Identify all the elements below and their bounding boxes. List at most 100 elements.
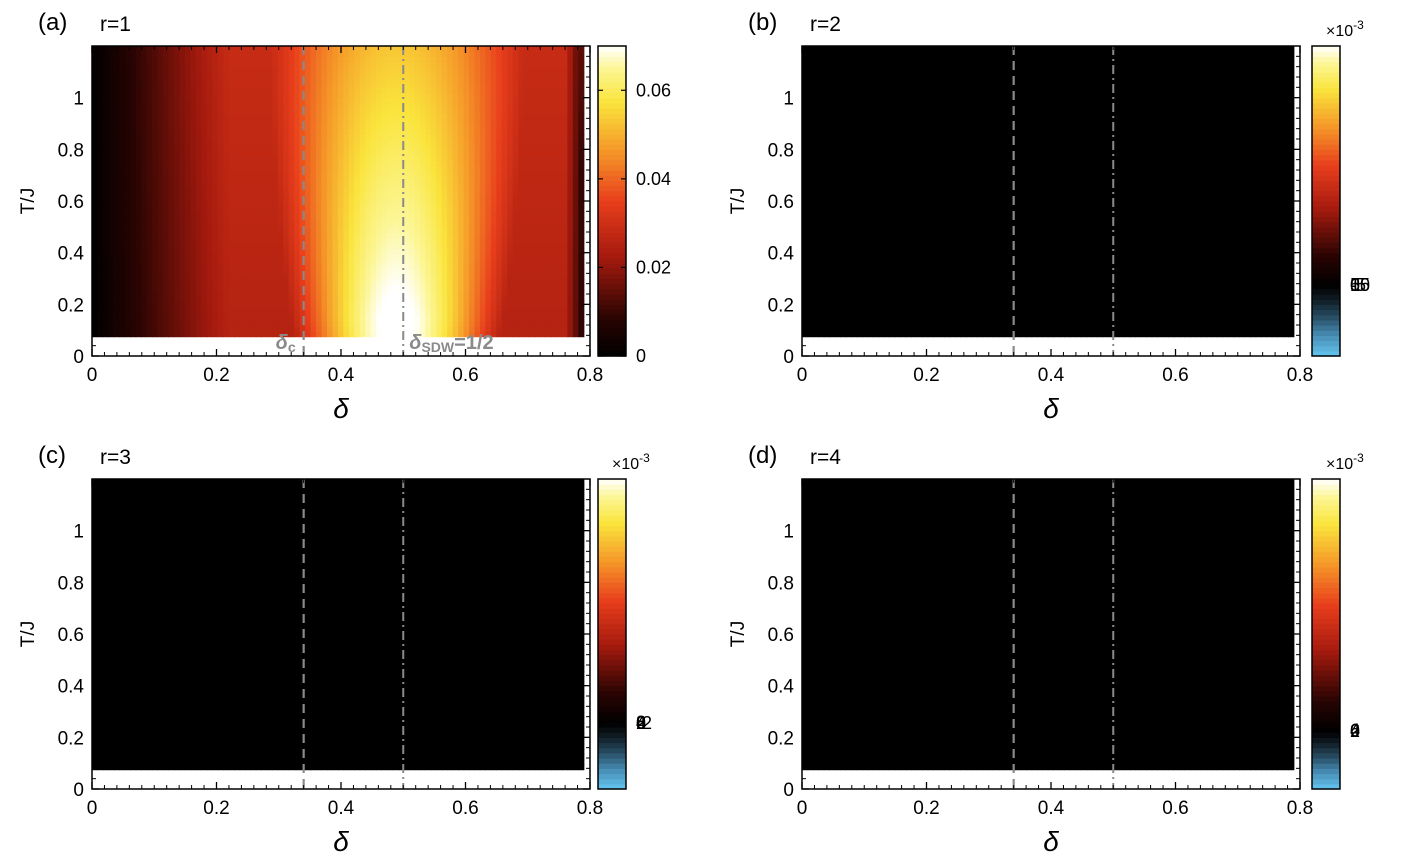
heatmap-cell <box>545 139 552 146</box>
heatmap-cell <box>255 217 262 224</box>
heatmap-cell <box>343 191 350 198</box>
heatmap-cell <box>354 300 361 307</box>
heatmap-cell <box>479 212 487 218</box>
heatmap-cell <box>272 253 279 260</box>
heatmap-cell <box>354 321 361 327</box>
heatmap-cell <box>348 206 355 213</box>
heatmap-cell <box>529 191 536 198</box>
heatmap-cell <box>206 284 213 291</box>
heatmap-cell <box>119 134 126 141</box>
heatmap-cell <box>534 92 541 99</box>
heatmap-cell <box>540 217 547 224</box>
heatmap-cell <box>485 118 492 125</box>
heatmap-cell <box>294 238 301 244</box>
heatmap-cell <box>195 232 202 239</box>
heatmap-cell <box>370 92 377 99</box>
heatmap-cell <box>326 92 334 99</box>
heatmap-cell <box>572 248 579 255</box>
heatmap-cell <box>135 170 142 177</box>
heatmap-cell <box>458 71 465 78</box>
heatmap-cell <box>212 248 219 255</box>
heatmap-cell <box>157 263 164 270</box>
heatmap-cell <box>567 180 574 187</box>
heatmap-cell <box>387 71 394 78</box>
heatmap-cell <box>501 217 508 224</box>
heatmap-cell <box>163 139 170 146</box>
heatmap-cell <box>518 160 525 166</box>
heatmap-cell <box>288 92 295 99</box>
heatmap-cell <box>130 217 137 224</box>
heatmap-cell <box>184 305 191 312</box>
heatmap-cell <box>168 284 175 291</box>
heatmap-cell <box>332 139 339 146</box>
heatmap-cell <box>392 279 399 286</box>
heatmap-cell <box>343 118 350 125</box>
heatmap-cell <box>179 326 186 333</box>
heatmap-cell <box>234 139 241 146</box>
heatmap-cell <box>518 123 525 130</box>
heatmap-cell <box>288 82 295 89</box>
heatmap-cell <box>113 201 120 208</box>
heatmap-cell <box>550 139 558 146</box>
heatmap-cell <box>190 263 197 270</box>
heatmap-cell <box>217 134 224 141</box>
heatmap-cell <box>436 97 443 104</box>
heatmap-cell <box>540 310 547 317</box>
heatmap-cell <box>392 175 399 182</box>
heatmap-cell <box>135 56 142 63</box>
heatmap-cell <box>97 180 104 187</box>
heatmap-cell <box>326 227 334 234</box>
heatmap-cell <box>572 274 579 281</box>
heatmap-cell <box>392 129 399 135</box>
heatmap-cell <box>217 206 224 213</box>
heatmap-cell <box>97 243 104 249</box>
heatmap-cell <box>578 321 585 327</box>
heatmap-cell <box>518 222 525 229</box>
heatmap-cell <box>392 238 399 244</box>
heatmap-cell <box>321 326 328 333</box>
heatmap-cell <box>376 134 383 141</box>
heatmap-cell <box>567 191 574 198</box>
heatmap-cell <box>234 180 241 187</box>
heatmap-cell <box>485 295 492 301</box>
heatmap-cell <box>119 274 126 281</box>
heatmap-cell <box>92 165 99 172</box>
heatmap-cell <box>419 139 426 146</box>
heatmap-cell <box>288 170 295 177</box>
heatmap-cell <box>326 310 334 317</box>
heatmap-cell <box>277 253 284 260</box>
heatmap-cell <box>567 51 574 57</box>
heatmap-cell <box>135 326 142 333</box>
heatmap-cell <box>458 253 465 260</box>
heatmap-cell <box>206 253 213 260</box>
heatmap-cell <box>272 51 279 57</box>
heatmap-cell <box>496 87 503 94</box>
heatmap-cell <box>92 170 99 177</box>
heatmap-cell <box>124 222 131 229</box>
heatmap-cell <box>403 51 410 57</box>
heatmap-cell <box>97 269 104 275</box>
heatmap-cell <box>425 97 432 104</box>
heatmap-cell <box>152 263 159 270</box>
heatmap-cell <box>261 321 268 327</box>
heatmap-cell <box>430 258 437 265</box>
heatmap-cell <box>507 321 514 327</box>
heatmap-cell <box>474 165 481 172</box>
heatmap-cell <box>376 165 383 172</box>
heatmap-cell <box>550 87 558 94</box>
heatmap-cell <box>119 66 126 73</box>
heatmap-cell <box>463 315 470 322</box>
heatmap-cell <box>266 103 273 109</box>
heatmap-cell <box>163 263 170 270</box>
heatmap-cell <box>234 222 241 229</box>
heatmap-cell <box>343 269 350 275</box>
heatmap-cell <box>496 227 503 234</box>
heatmap-cell <box>223 56 230 63</box>
heatmap-cell <box>354 165 361 172</box>
heatmap-cell <box>408 310 415 317</box>
heatmap-cell <box>425 170 432 177</box>
heatmap-cell <box>512 321 519 327</box>
heatmap-cell <box>261 149 268 156</box>
heatmap-cell <box>266 134 273 141</box>
heatmap-cell <box>463 77 470 83</box>
